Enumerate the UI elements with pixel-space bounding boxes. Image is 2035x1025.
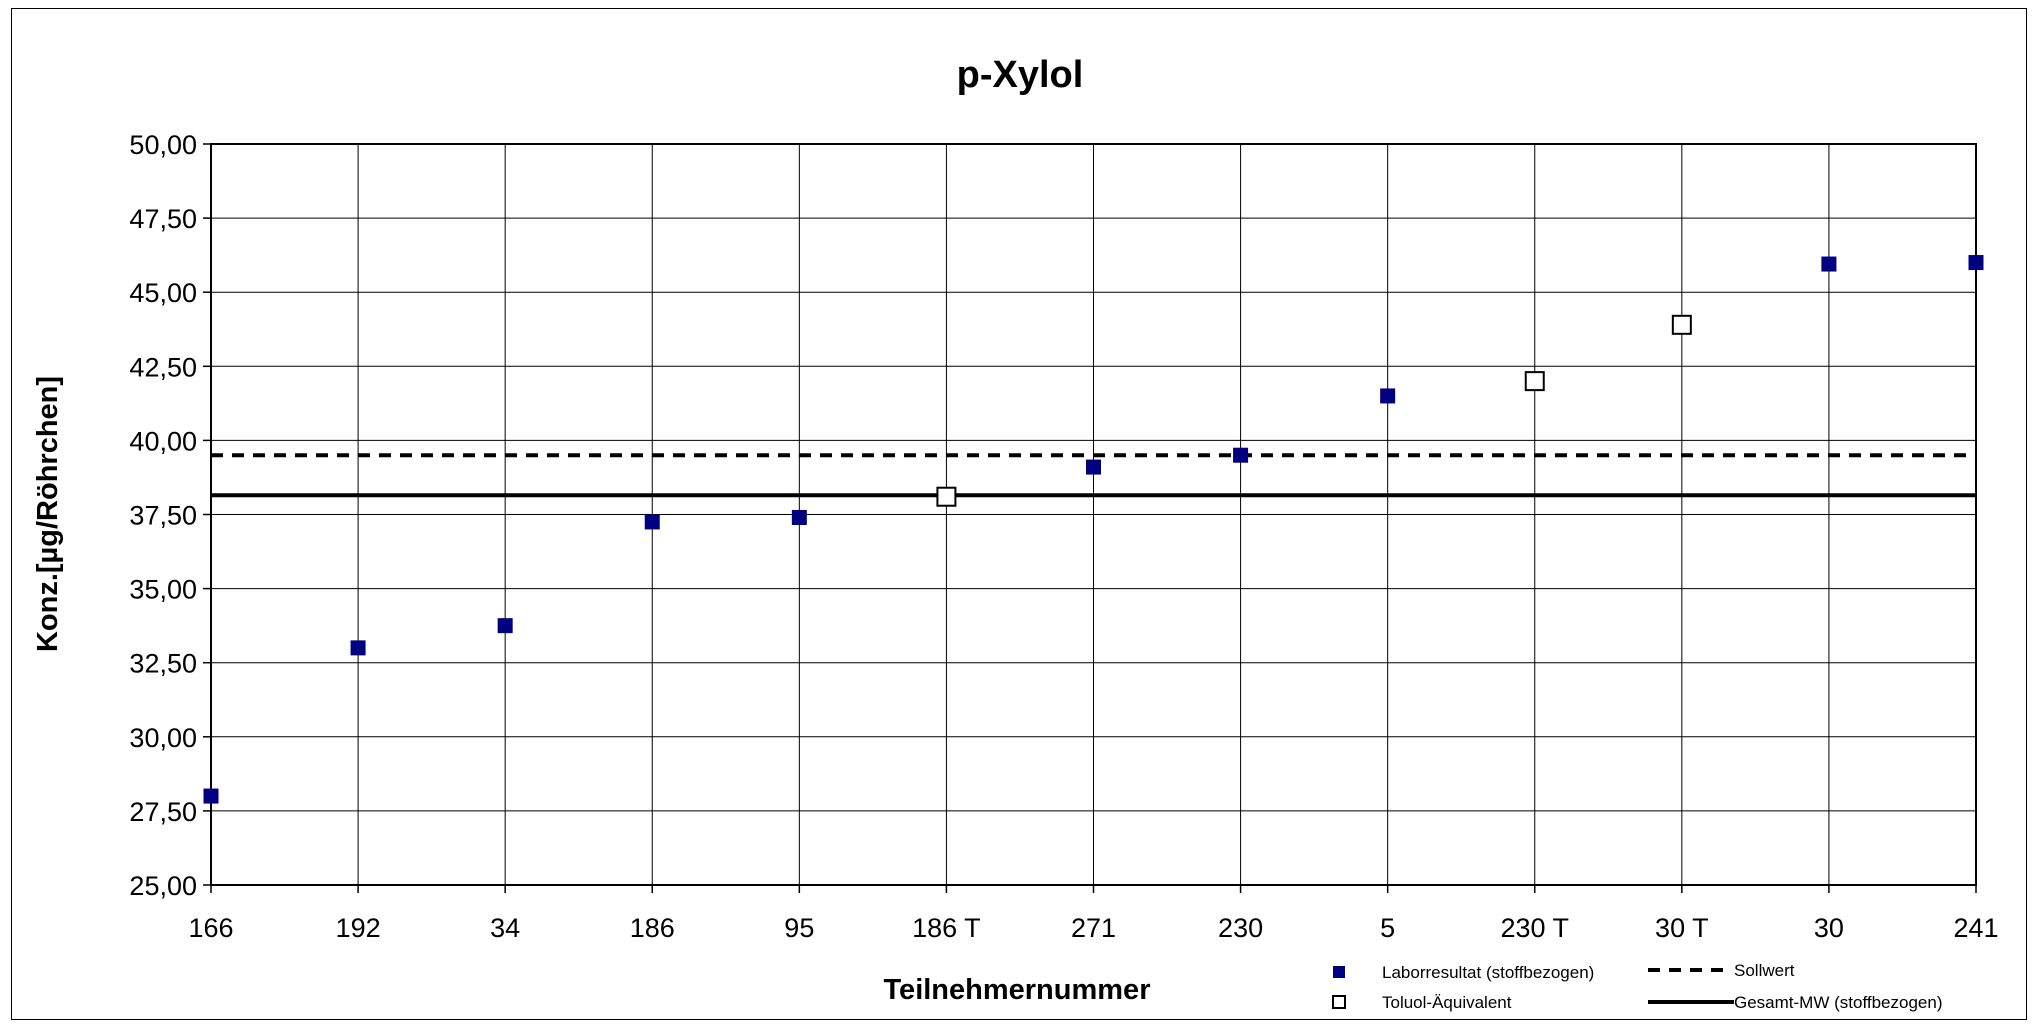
- y-tick-label: 25,00: [129, 871, 197, 901]
- x-tick-label: 30: [1814, 913, 1844, 943]
- chart-title: p-Xylol: [957, 54, 1084, 96]
- y-tick-label: 30,00: [129, 723, 197, 753]
- data-point-open: [1524, 371, 1545, 392]
- data-point-open: [1671, 314, 1692, 335]
- data-point: [1086, 459, 1101, 475]
- legend-label: Laborresultat (stoffbezogen): [1382, 963, 1594, 982]
- legend: Laborresultat (stoffbezogen) Sollwert Tolu…: [1332, 961, 1942, 1012]
- y-tick-label: 35,00: [129, 575, 197, 605]
- x-tick-label: 241: [1953, 913, 1998, 943]
- x-tick-label: 34: [490, 913, 520, 943]
- data-point: [1968, 255, 1984, 271]
- x-tick-label: 95: [784, 913, 814, 943]
- data-point: [497, 618, 513, 634]
- x-axis-ticks: 166 192 34 186 95 186 T 271 230 5 230 T 30 T 30 241: [188, 885, 1999, 943]
- legend-swatch-open-square: [1332, 995, 1346, 1009]
- x-tick-label: 230: [1218, 913, 1263, 943]
- data-point: [203, 788, 219, 804]
- legend-label: Gesamt-MW (stoffbezogen): [1734, 993, 1942, 1012]
- x-tick-label: 5: [1380, 913, 1395, 943]
- data-points: [203, 255, 1984, 804]
- y-tick-label: 45,00: [129, 278, 197, 308]
- legend-swatch-filled-square: [1333, 966, 1345, 978]
- legend-label: Sollwert: [1734, 961, 1795, 980]
- y-tick-label: 32,50: [129, 649, 197, 679]
- y-tick-label: 47,50: [129, 204, 197, 234]
- data-point: [644, 514, 660, 530]
- x-tick-label: 192: [336, 913, 381, 943]
- y-tick-label: 50,00: [129, 130, 197, 160]
- data-point: [350, 640, 366, 656]
- x-tick-label: 186: [630, 913, 675, 943]
- grid: [210, 143, 1977, 886]
- data-point: [1380, 388, 1396, 404]
- chart-frame: [11, 8, 2027, 1020]
- reference-lines: [211, 453, 1976, 498]
- x-tick-label: 186 T: [912, 913, 981, 943]
- y-tick-label: 40,00: [129, 426, 197, 456]
- y-axis-ticks: 25,00 27,50 30,00 32,50 35,00 37,50 40,00 42,50…: [129, 130, 211, 901]
- legend-label: Toluol-Äquivalent: [1382, 993, 1512, 1012]
- x-tick-label: 30 T: [1655, 913, 1709, 943]
- y-tick-label: 37,50: [129, 501, 197, 531]
- data-point: [1233, 447, 1249, 463]
- data-point: [1821, 256, 1837, 272]
- x-axis-label: Teilnehmernummer: [884, 974, 1151, 1006]
- x-tick-label: 230 T: [1500, 913, 1569, 943]
- y-tick-label: 42,50: [129, 352, 197, 382]
- data-point-open: [936, 486, 957, 507]
- y-tick-label: 27,50: [129, 797, 197, 827]
- x-tick-label: 166: [188, 913, 233, 943]
- x-tick-label: 271: [1071, 913, 1116, 943]
- y-axis-label: Konz.[µg/Röhrchen]: [32, 376, 64, 652]
- data-point: [791, 509, 807, 525]
